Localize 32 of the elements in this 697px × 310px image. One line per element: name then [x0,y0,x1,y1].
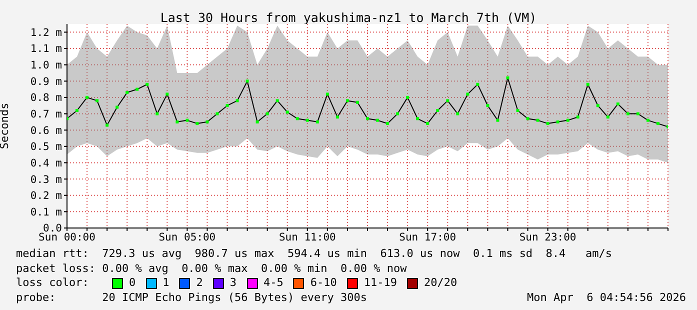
text: median rtt: 729.3 us avg 980.7 us max 594.4 us min 613.0 us now 0.1 ms sd 8.4 am/s [16,247,614,262]
x-tick-label: Sun 17:00 [399,231,456,244]
y-tick-label: 0.6 m [30,124,62,137]
text: probe: 20 ICMP Echo Pings (56 Bytes) every 300s [16,290,367,305]
legend-label: 6-10 [309,276,337,290]
y-tick-label: 0.7 m [30,108,62,120]
y-tick-label: 1.2 m [30,26,62,39]
text: packet loss: 0.00 % avg 0.00 % max 0.00 % min 0.00 % now [16,262,408,276]
x-tick-label: Sun 00:00 [38,231,96,244]
y-tick-label: 0.4 m [30,157,62,170]
x-tick-label: Sun 05:00 [158,231,216,244]
y-tick-label: 1.0 m [30,60,62,72]
legend-label: 4-5 [262,276,284,290]
y-tick-label: 0.1 m [30,206,62,218]
chart-title: Last 30 Hours from yakushima-nz1 to March 7th (VM) [159,10,538,25]
legend-label: 0 [128,276,136,290]
legend-label: 11-19 [362,276,397,290]
x-tick-label: Sun 11:00 [278,231,336,244]
y-tick-label: 0.2 m [30,190,62,202]
legend-label: 1 [162,276,170,290]
legend-label: 2 [195,276,203,290]
text: Mon Apr 6 04:54:56 2026 [527,290,686,305]
legend-label: 3 [228,276,236,290]
y-tick-label: 0.3 m [30,174,62,186]
y-tick-label: 1.1 m [30,43,62,56]
x-tick-label: Sun 23:00 [519,231,576,244]
y-tick-label: 0.5 m [30,141,62,154]
y-tick-label: 0.9 m [30,76,62,88]
legend-title: loss color: [16,276,90,290]
legend-label: 20/20 [423,276,458,290]
y-tick-label: 0.8 m [30,92,62,104]
y-axis-title: Seconds [0,102,11,150]
